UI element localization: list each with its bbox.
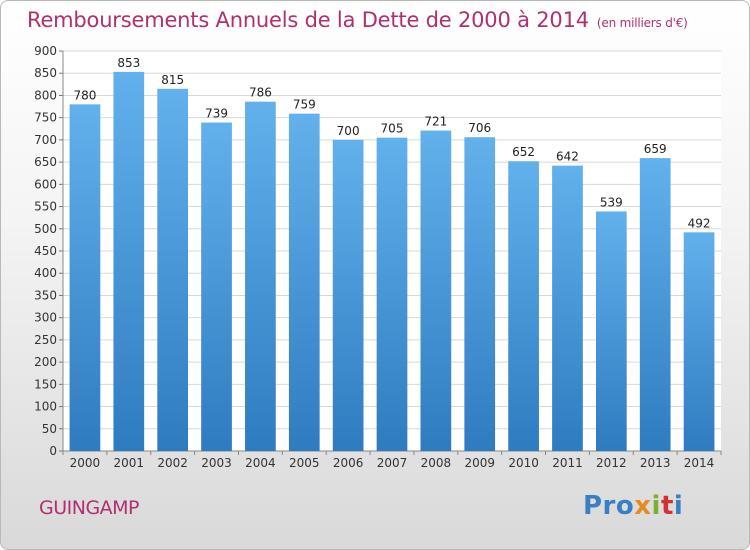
y-tick-label: 400	[34, 266, 57, 280]
unit-note: (en milliers d'€)	[596, 16, 688, 30]
bar	[332, 139, 364, 451]
y-tick-label: 0	[49, 444, 57, 458]
bar-value-label: 780	[73, 88, 96, 102]
x-tick-label: 2013	[640, 456, 671, 470]
y-tick-label: 850	[34, 66, 57, 80]
bar	[376, 137, 408, 451]
logo-letter: t	[660, 491, 674, 521]
city-name: GUINGAMP	[39, 497, 140, 519]
bar-value-label: 659	[644, 142, 667, 156]
bar	[157, 88, 189, 452]
x-tick-label: 2002	[157, 456, 188, 470]
y-tick-label: 600	[34, 177, 57, 191]
logo-letter: i	[673, 491, 684, 521]
bar	[595, 211, 627, 451]
y-tick-label: 450	[34, 244, 57, 258]
y-tick-label: 500	[34, 222, 57, 236]
bar-value-label: 739	[205, 107, 228, 121]
bar	[508, 161, 539, 451]
x-tick-label: 2010	[508, 456, 539, 470]
x-tick-label: 2012	[596, 456, 627, 470]
logo-letter: i	[651, 491, 661, 521]
bars	[69, 71, 715, 452]
bar-value-label: 705	[381, 122, 404, 136]
chart-title: Remboursements Annuels de la Dette de 20…	[27, 8, 688, 32]
x-tick-label: 2009	[464, 456, 495, 470]
bar	[245, 101, 276, 452]
x-tick-label: 2014	[684, 456, 715, 470]
bar-value-label: 815	[161, 73, 184, 87]
bar	[113, 71, 145, 451]
bar-value-label: 652	[512, 145, 535, 159]
y-tick-label: 100	[34, 400, 57, 414]
bar-value-label: 721	[424, 115, 447, 129]
x-tick-label: 2003	[201, 456, 232, 470]
y-tick-label: 750	[34, 111, 57, 125]
x-tick-label: 2005	[289, 456, 320, 470]
y-tick-label: 650	[34, 155, 57, 169]
x-tick-label: 2008	[421, 456, 452, 470]
bar-value-label: 539	[600, 195, 623, 209]
chart-title-text: Remboursements Annuels de la Dette de 20…	[27, 8, 589, 32]
logo-letter: x	[634, 491, 652, 521]
y-tick-label: 150	[34, 377, 57, 391]
bar-value-label: 759	[293, 98, 316, 112]
bar-value-label: 700	[337, 124, 360, 138]
y-tick-label: 300	[34, 311, 57, 325]
bar	[69, 104, 101, 451]
y-tick-label: 900	[34, 44, 57, 58]
bar-value-label: 492	[688, 216, 711, 230]
x-tick-label: 2007	[377, 456, 408, 470]
x-tick-label: 2000	[70, 456, 101, 470]
y-tick-label: 200	[34, 355, 57, 369]
y-tick-label: 50	[42, 422, 57, 436]
x-tick-label: 2011	[552, 456, 583, 470]
bar-value-label: 786	[249, 86, 272, 100]
y-tick-label: 700	[34, 133, 57, 147]
bar	[464, 137, 496, 451]
bar	[288, 113, 320, 452]
bar-value-label: 706	[468, 121, 491, 135]
logo-letter: Pro	[583, 491, 635, 521]
bar-value-label: 853	[117, 56, 140, 70]
bar	[201, 122, 232, 452]
y-tick-label: 800	[34, 88, 57, 102]
y-tick-label: 550	[34, 200, 57, 214]
y-tick-label: 350	[34, 288, 57, 302]
bar	[639, 158, 671, 451]
bar	[420, 130, 452, 452]
labels: 0 50 100 150 200 250 300 350 400 450 500 550 600 650 7…	[34, 44, 714, 470]
bar	[683, 232, 715, 451]
y-tick-label: 250	[34, 333, 57, 347]
x-tick-label: 2004	[245, 456, 276, 470]
bar-value-label: 642	[556, 150, 579, 164]
proxiti-logo: Proxiti	[583, 491, 683, 521]
bar	[552, 165, 583, 451]
x-tick-label: 2001	[114, 456, 145, 470]
x-tick-label: 2006	[333, 456, 364, 470]
